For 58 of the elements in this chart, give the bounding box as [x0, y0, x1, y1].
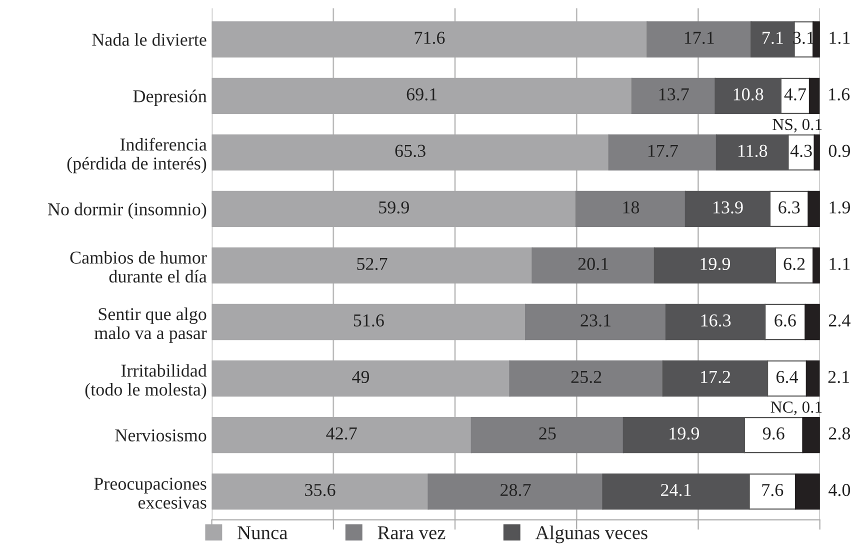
data-label: 10.8: [734, 88, 764, 101]
data-label: 2.8: [828, 427, 850, 440]
data-label: 4.0: [828, 484, 850, 496]
data-label: 25: [539, 427, 556, 440]
y-tick-label: Nerviosismo: [115, 429, 206, 442]
data-label: 16.3: [701, 314, 731, 327]
y-tick-label: Nada le divierte: [92, 33, 206, 46]
annotation: NC, 0.1: [770, 401, 822, 416]
data-label: 9.6: [762, 427, 784, 440]
y-tick-label: Cambios de humor durante el día: [70, 251, 207, 283]
data-label: 7.1: [762, 32, 783, 44]
data-label: 69.1: [406, 88, 437, 101]
y-tick-label: Irritabilidad (todo le molesta): [85, 364, 207, 400]
data-label: 71.6: [414, 32, 445, 44]
data-label: 1.1: [830, 32, 850, 44]
data-label: 51.6: [354, 314, 384, 327]
data-label: 17.7: [648, 144, 678, 158]
y-tick-label: Indiferencia (pérdida de interés): [67, 138, 207, 174]
data-label: 20.1: [578, 258, 608, 270]
data-label: 23.1: [580, 314, 610, 327]
y-tick-label: Depresión: [133, 90, 207, 106]
data-label: 49: [352, 370, 370, 384]
data-label: 19.9: [700, 258, 730, 270]
data-label: 11.8: [738, 144, 768, 158]
data-label: 1.1: [830, 258, 850, 270]
data-label: 6.4: [776, 370, 798, 384]
data-label: 1.6: [829, 88, 850, 101]
data-label: 65.3: [395, 144, 426, 158]
legend-label: Algunas veces: [535, 526, 648, 544]
data-label: 35.6: [305, 484, 336, 496]
data-label: 19.9: [670, 427, 699, 440]
data-label: 24.1: [661, 484, 691, 496]
data-label: 42.7: [326, 427, 357, 440]
y-tick-label: Sentir que algo malo va a pasar: [94, 308, 207, 343]
data-label: 6.6: [774, 314, 796, 327]
data-label: 6.3: [778, 201, 800, 214]
data-label: 52.7: [357, 258, 388, 270]
data-label: 28.7: [500, 484, 531, 496]
data-label: 4.7: [784, 88, 806, 101]
data-label: 2.4: [828, 314, 850, 327]
data-label: 25.2: [571, 370, 602, 384]
legend-label: Rara vez: [378, 526, 446, 540]
data-label: 13.9: [714, 201, 743, 214]
y-tick-label: Preocupaciones excesivas: [94, 478, 206, 509]
data-label: 13.7: [659, 88, 689, 101]
data-label: 17.2: [701, 370, 730, 384]
data-label: 1.9: [830, 201, 850, 214]
data-label: 6.2: [784, 258, 805, 270]
data-label: 59.9: [379, 201, 409, 214]
data-label: 2.1: [828, 370, 850, 384]
data-label: 17.1: [684, 32, 714, 44]
data-label: 4.3: [790, 144, 812, 158]
data-label: 18: [623, 201, 640, 214]
data-label: 7.6: [762, 484, 784, 496]
y-tick-label: No dormir (insomnio): [48, 202, 206, 220]
annotation: NS, 0.1: [772, 118, 822, 133]
legend-label: Nunca: [238, 526, 288, 540]
data-label: 0.9: [828, 144, 850, 158]
